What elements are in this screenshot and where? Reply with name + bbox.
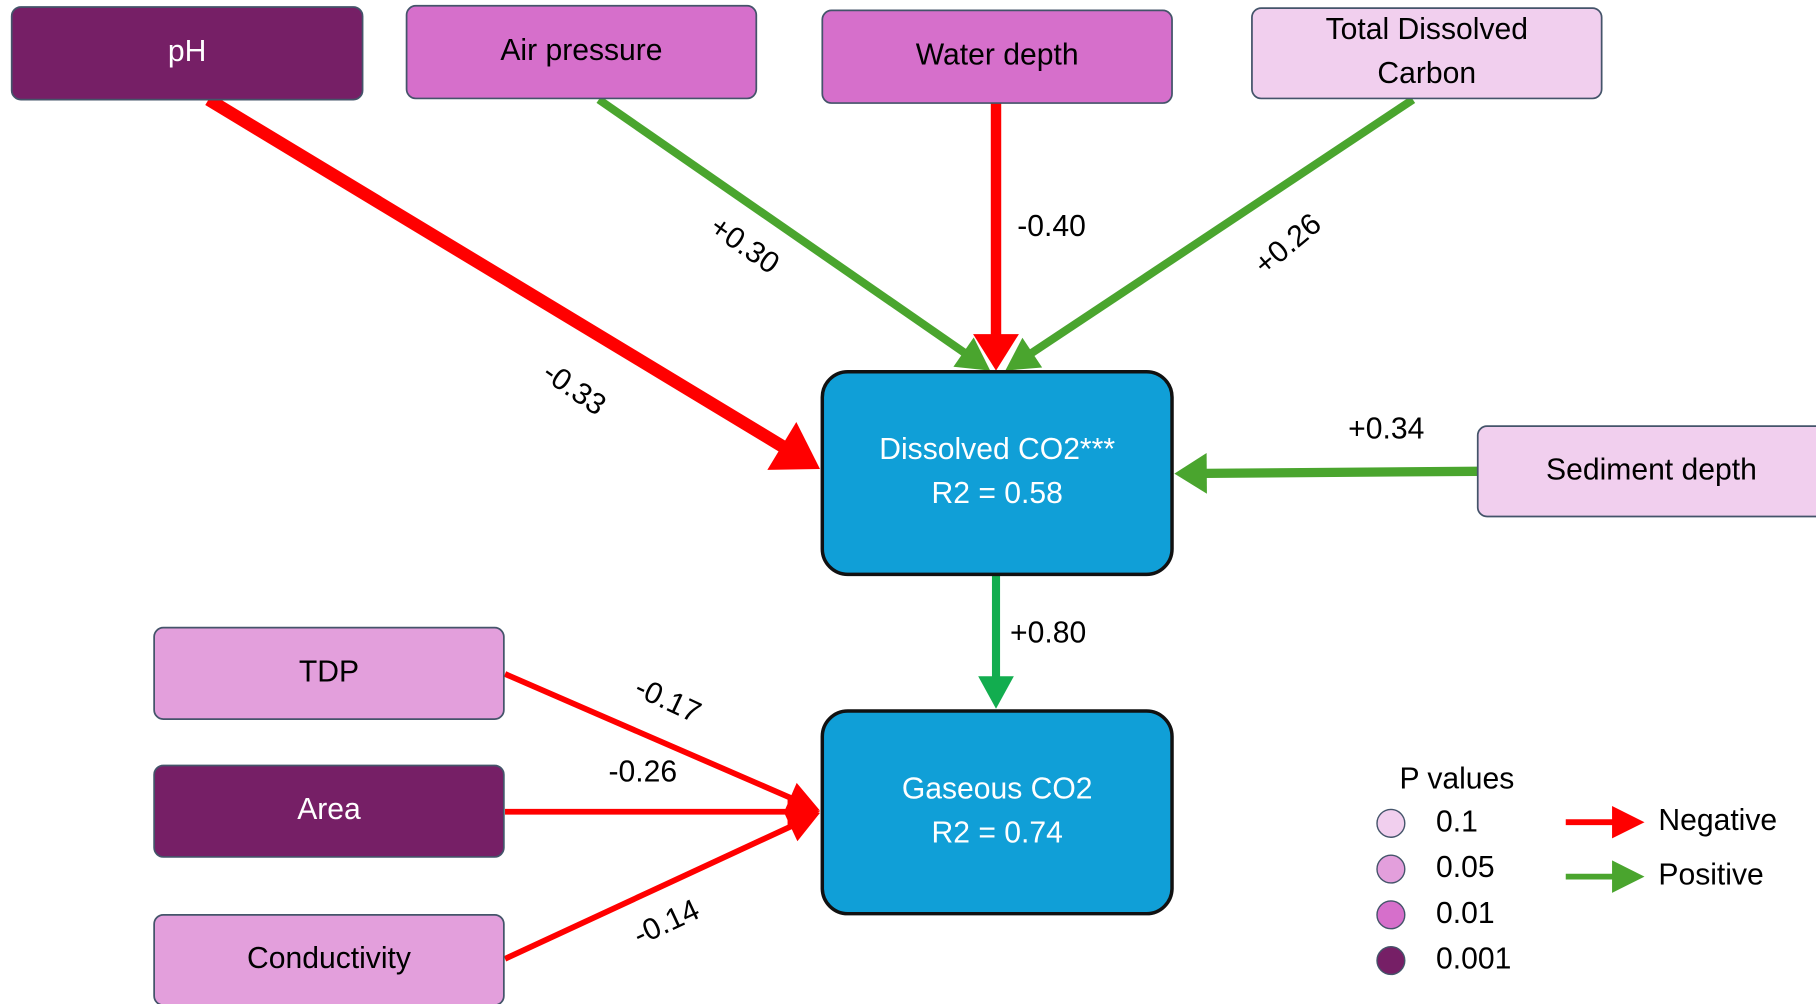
- legend-label: 0.01: [1436, 897, 1495, 930]
- node-box: [153, 913, 505, 1004]
- node-box: [10, 6, 364, 101]
- legend-label: Positive: [1658, 859, 1763, 892]
- node-box: [153, 764, 505, 858]
- node-label: Sediment depth: [1546, 453, 1757, 486]
- node-box: [1251, 7, 1603, 100]
- edge-label: -0.40: [1017, 210, 1086, 243]
- legend-arrow-head: [1612, 805, 1645, 839]
- edge-arrow: [503, 671, 794, 802]
- edge-arrow-head: [767, 421, 820, 470]
- edge-arrow: [1028, 96, 1416, 358]
- edge-arrow-head: [978, 676, 1014, 709]
- edge-arrow: [1204, 466, 1478, 479]
- node-label: R2 = 0.58: [931, 477, 1062, 510]
- legend-swatch: [1376, 945, 1406, 976]
- node-label: Dissolved CO2***: [879, 433, 1115, 466]
- legend-label: 0.05: [1436, 851, 1495, 884]
- edge-label: -0.14: [628, 893, 704, 952]
- legend-swatch: [1376, 808, 1406, 838]
- legend-label: 0.1: [1436, 805, 1478, 838]
- node-box: [405, 4, 758, 100]
- legend-title: P values: [1399, 762, 1514, 795]
- node-box: [1476, 425, 1816, 518]
- node-label: Air pressure: [500, 34, 662, 67]
- edge-arrow-head: [973, 334, 1019, 371]
- edge-arrow-head: [1174, 453, 1207, 494]
- edge-label: -0.26: [609, 756, 678, 789]
- edge-arrow: [503, 822, 794, 962]
- node-label: pH: [168, 35, 206, 68]
- edge-arrow-head: [783, 811, 820, 842]
- node-label: Area: [297, 793, 361, 826]
- node-box: [153, 626, 505, 720]
- edge-arrow-head: [953, 337, 991, 371]
- node-box: [821, 9, 1173, 104]
- node-label: Gaseous CO2: [902, 772, 1093, 805]
- legend-arrow-head: [1612, 860, 1645, 893]
- node-label: Conductivity: [247, 942, 411, 975]
- legend-swatch: [1376, 854, 1406, 884]
- edge-arrow: [205, 94, 788, 453]
- edge-label: -0.17: [630, 671, 706, 730]
- edge-label: +0.80: [1010, 617, 1086, 650]
- node-label: Water depth: [916, 39, 1079, 72]
- node-label: R2 = 0.74: [931, 816, 1062, 849]
- legend-label: 0.001: [1436, 943, 1511, 976]
- edge-arrow: [596, 96, 968, 357]
- node-box: [820, 369, 1174, 577]
- node-label: Total Dissolved: [1326, 13, 1528, 46]
- edge-label: +0.34: [1348, 413, 1424, 446]
- legend-label: Negative: [1658, 804, 1777, 837]
- edge-label: -0.33: [537, 356, 612, 422]
- edge-label: +0.26: [1248, 207, 1328, 281]
- legend-swatch: [1376, 900, 1406, 930]
- node-label: Carbon: [1377, 57, 1476, 90]
- node-box: [820, 709, 1174, 916]
- edge-arrow-head: [1005, 337, 1043, 371]
- node-label: TDP: [299, 655, 359, 688]
